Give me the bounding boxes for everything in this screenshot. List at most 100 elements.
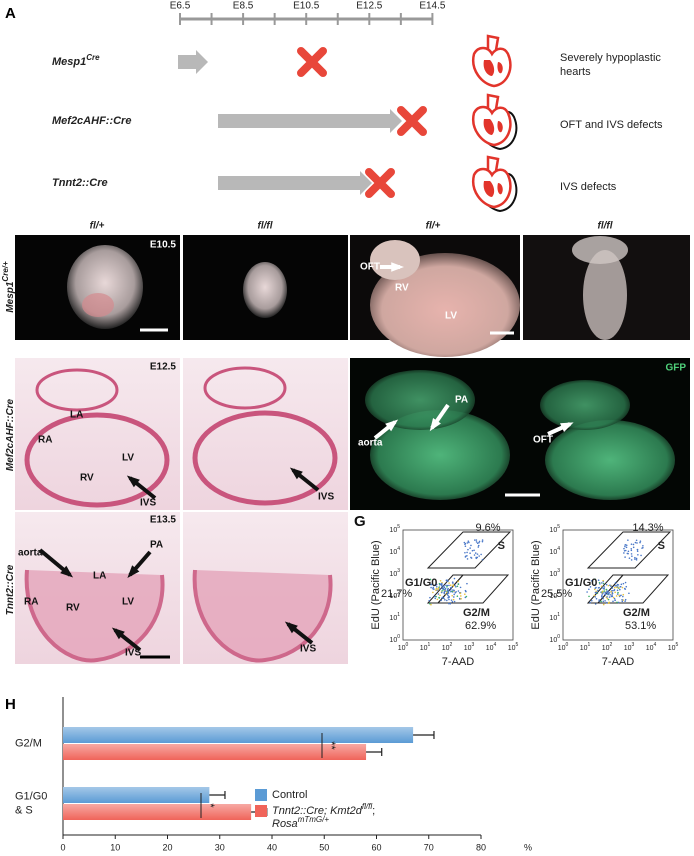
event-dot	[619, 588, 621, 591]
phenotype-label: Severely hypoplastic	[560, 52, 661, 64]
tick-exponent: 5	[397, 524, 400, 530]
x-tick-label: 100	[398, 642, 409, 652]
image-annotation: LA	[93, 571, 106, 582]
tissue	[24, 569, 165, 663]
image-annotation: LA	[70, 410, 83, 421]
axis-title: EdU (Pacific Blue)	[370, 540, 382, 629]
event-dot	[464, 545, 467, 548]
event-dot	[464, 589, 467, 592]
event-dot	[615, 595, 618, 597]
image-annotation: RA	[24, 597, 38, 608]
stage-label: E8.5	[233, 1, 254, 12]
event-dot	[432, 586, 435, 589]
event-dot	[606, 596, 608, 598]
event-dot	[447, 594, 449, 597]
event-dot	[434, 584, 437, 587]
event-dot	[613, 597, 616, 600]
event-dot	[588, 588, 590, 591]
tick-exponent: 3	[632, 642, 635, 648]
event-dot	[622, 582, 625, 585]
event-dot	[463, 541, 466, 544]
event-dot	[451, 590, 453, 593]
text-segment: Rosa	[272, 818, 298, 830]
heart	[572, 236, 628, 264]
tick-exponent: 2	[397, 590, 400, 596]
arrow-head	[385, 419, 399, 432]
event-dot	[611, 587, 614, 589]
text-segment: ;	[372, 805, 375, 817]
event-dot	[601, 593, 604, 595]
image-annotation: RV	[80, 473, 94, 484]
panel-label: A	[5, 5, 16, 22]
event-dot	[443, 585, 445, 587]
event-dot	[456, 585, 459, 588]
event-dot	[618, 594, 621, 597]
event-dot	[467, 548, 469, 551]
event-dot	[433, 584, 435, 587]
event-dot	[452, 584, 454, 586]
text-segment: Control	[272, 789, 307, 801]
image-annotation: E10.5	[150, 240, 177, 251]
event-dot	[428, 602, 431, 605]
event-dot	[605, 592, 607, 594]
event-dot	[447, 590, 450, 592]
event-dot	[637, 554, 639, 556]
x-tick-label: 50	[319, 842, 329, 852]
gate-percent: 62.9%	[465, 620, 496, 632]
x-tick-label: 105	[508, 642, 519, 652]
event-dot	[449, 584, 452, 586]
event-dot	[477, 546, 480, 548]
event-dot	[449, 602, 452, 605]
x-tick-label: 103	[624, 642, 635, 652]
event-dot	[598, 586, 600, 589]
event-dot	[475, 556, 477, 559]
event-dot	[611, 589, 614, 592]
event-dot	[457, 580, 459, 583]
event-dot	[630, 543, 633, 545]
text-segment: Tnnt2::Cre	[52, 177, 108, 189]
event-dot	[614, 591, 616, 594]
x-tick-label: 103	[464, 642, 475, 652]
bar-shine	[63, 744, 367, 760]
event-dot	[478, 540, 481, 543]
gfp-heart	[365, 370, 475, 430]
event-dot	[459, 598, 461, 600]
error-bar	[366, 748, 383, 756]
event-dot	[595, 590, 597, 593]
event-dot	[443, 592, 446, 595]
event-dot	[476, 542, 479, 545]
genotype-label: Tnnt2::Cre	[52, 177, 108, 189]
tick-base: 10	[508, 645, 516, 652]
event-dot	[612, 596, 615, 599]
event-dot	[595, 591, 598, 594]
text-segment: Mesp1	[5, 281, 16, 313]
event-dot	[639, 541, 641, 544]
tick-exponent: 2	[450, 642, 453, 648]
event-dot	[481, 558, 484, 561]
stage-label: E14.5	[419, 1, 446, 12]
tick-exponent: 4	[654, 642, 657, 648]
tick-base: 10	[602, 645, 610, 652]
arrow-head	[391, 262, 404, 272]
y-tick-label: 101	[549, 612, 560, 622]
significance-mark: *	[204, 803, 216, 808]
tick-exponent: 3	[472, 642, 475, 648]
event-dot	[606, 597, 609, 600]
event-dot	[469, 547, 471, 549]
gate	[586, 531, 672, 569]
event-dot	[452, 589, 454, 591]
event-dot	[437, 593, 440, 595]
event-dot	[634, 556, 636, 559]
text-segment: fl/fl	[362, 802, 372, 811]
event-dot	[430, 583, 432, 586]
event-dot	[438, 596, 440, 599]
x-tick-label: 104	[486, 642, 497, 652]
event-dot	[434, 597, 437, 600]
y-tick-label: 103	[549, 568, 560, 578]
event-dot	[619, 585, 622, 588]
event-dot	[436, 589, 438, 592]
heart	[370, 240, 420, 280]
plot-frame	[562, 529, 674, 641]
event-dot	[623, 587, 626, 590]
x-tick-label: 102	[442, 642, 453, 652]
